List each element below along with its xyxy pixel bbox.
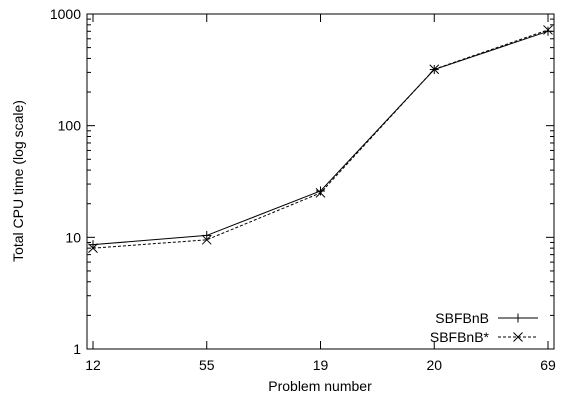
x-axis-label: Problem number — [268, 378, 372, 394]
series-layer — [88, 25, 553, 254]
cross-marker — [513, 332, 523, 342]
series-line-sbfbnb — [92, 30, 549, 246]
cross-marker — [543, 25, 553, 35]
marker-stroke — [315, 188, 326, 198]
y-tick-label: 10 — [65, 229, 81, 245]
legend-label: SBFBnB* — [430, 329, 490, 345]
marker-stroke — [201, 234, 212, 245]
legend: SBFBnB SBFBnB* — [430, 310, 538, 345]
y-tick-label: 1 — [73, 341, 81, 357]
cross-marker — [201, 234, 212, 245]
y-axis-ticks: 1 10 100 1000 — [50, 6, 554, 357]
legend-label: SBFBnB — [435, 310, 489, 326]
marker-stroke — [543, 25, 553, 35]
marker-stroke — [429, 64, 440, 75]
cross-marker — [315, 188, 326, 198]
plus-marker — [513, 313, 523, 323]
y-tick-label: 100 — [58, 118, 82, 134]
x-tick-label: 19 — [313, 357, 329, 373]
x-tick-label: 12 — [85, 357, 101, 373]
y-tick-label: 1000 — [50, 6, 81, 22]
series-line-sbfbnb — [92, 29, 549, 249]
cross-marker — [429, 64, 440, 75]
marker-stroke — [513, 332, 523, 342]
y-axis-label: Total CPU time (log scale) — [10, 100, 26, 262]
cross-marker — [88, 243, 98, 254]
marker-stroke — [88, 243, 98, 254]
x-tick-label: 20 — [426, 357, 442, 373]
plus-marker — [316, 186, 325, 196]
x-tick-label: 69 — [540, 357, 556, 373]
x-tick-label: 55 — [199, 357, 215, 373]
plot-frame — [86, 13, 555, 350]
plus-marker — [202, 230, 212, 240]
x-axis-ticks: 12 55 19 20 69 — [85, 14, 556, 373]
